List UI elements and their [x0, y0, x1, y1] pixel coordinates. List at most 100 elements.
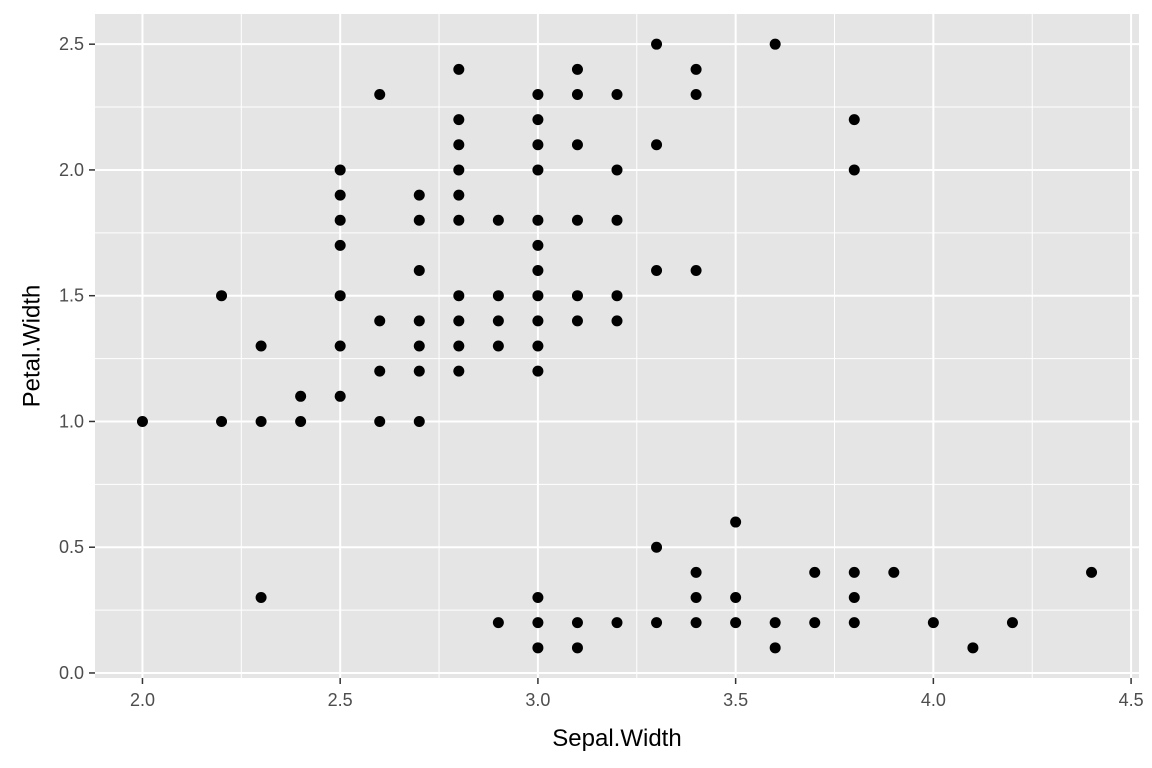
- data-point: [532, 265, 544, 277]
- data-point: [532, 642, 544, 654]
- x-tick-label: 3.0: [525, 690, 550, 710]
- data-point: [374, 315, 386, 327]
- data-point: [571, 88, 583, 100]
- data-point: [334, 214, 346, 226]
- data-point: [967, 642, 979, 654]
- data-point: [532, 315, 544, 327]
- data-point: [532, 365, 544, 377]
- data-point: [651, 541, 663, 553]
- data-point: [611, 290, 623, 302]
- data-point: [769, 38, 781, 50]
- data-point: [413, 340, 425, 352]
- data-point: [334, 340, 346, 352]
- data-point: [453, 214, 465, 226]
- data-point: [730, 516, 742, 528]
- data-point: [453, 139, 465, 151]
- data-point: [651, 265, 663, 277]
- x-tick-label: 4.0: [921, 690, 946, 710]
- data-point: [769, 617, 781, 629]
- data-point: [453, 340, 465, 352]
- data-point: [334, 290, 346, 302]
- data-point: [730, 592, 742, 604]
- data-point: [334, 189, 346, 201]
- data-point: [571, 139, 583, 151]
- data-point: [1006, 617, 1018, 629]
- data-point: [413, 315, 425, 327]
- x-tick-label: 3.5: [723, 690, 748, 710]
- x-axis-title: Sepal.Width: [552, 725, 681, 752]
- x-tick-label: 2.0: [130, 690, 155, 710]
- data-point: [690, 566, 702, 578]
- data-point: [413, 214, 425, 226]
- data-point: [532, 139, 544, 151]
- data-point: [492, 315, 504, 327]
- data-point: [611, 617, 623, 629]
- data-point: [136, 415, 148, 427]
- data-point: [848, 592, 860, 604]
- data-point: [571, 63, 583, 75]
- data-point: [216, 415, 228, 427]
- data-point: [532, 214, 544, 226]
- data-point: [809, 566, 821, 578]
- data-point: [492, 290, 504, 302]
- data-point: [888, 566, 900, 578]
- data-point: [690, 617, 702, 629]
- y-tick-label: 1.5: [59, 286, 84, 306]
- y-tick-label: 2.5: [59, 34, 84, 54]
- y-tick-label: 0.0: [59, 663, 84, 683]
- data-point: [571, 642, 583, 654]
- data-point: [690, 592, 702, 604]
- plot-panel: [95, 14, 1139, 678]
- data-point: [809, 617, 821, 629]
- data-point: [453, 290, 465, 302]
- data-point: [611, 214, 623, 226]
- data-points: [136, 38, 1098, 654]
- y-tick-label: 1.0: [59, 411, 84, 431]
- data-point: [611, 88, 623, 100]
- data-point: [334, 239, 346, 251]
- data-point: [571, 315, 583, 327]
- data-point: [532, 114, 544, 126]
- data-point: [532, 290, 544, 302]
- data-point: [255, 340, 267, 352]
- data-point: [413, 265, 425, 277]
- data-point: [532, 617, 544, 629]
- data-point: [374, 415, 386, 427]
- data-point: [571, 214, 583, 226]
- data-point: [255, 415, 267, 427]
- data-point: [927, 617, 939, 629]
- data-point: [532, 592, 544, 604]
- data-point: [453, 315, 465, 327]
- data-point: [611, 315, 623, 327]
- data-point: [453, 164, 465, 176]
- data-point: [651, 139, 663, 151]
- data-point: [690, 265, 702, 277]
- data-point: [453, 63, 465, 75]
- minor-gridlines: [95, 14, 1139, 678]
- data-point: [216, 290, 228, 302]
- y-tick-label: 2.0: [59, 160, 84, 180]
- data-point: [571, 290, 583, 302]
- data-point: [492, 214, 504, 226]
- data-point: [453, 189, 465, 201]
- data-point: [651, 617, 663, 629]
- data-point: [413, 365, 425, 377]
- data-point: [532, 340, 544, 352]
- data-point: [651, 38, 663, 50]
- data-point: [453, 365, 465, 377]
- data-point: [730, 617, 742, 629]
- data-point: [334, 164, 346, 176]
- data-point: [848, 114, 860, 126]
- y-tick-label: 0.5: [59, 537, 84, 557]
- data-point: [413, 415, 425, 427]
- data-point: [532, 164, 544, 176]
- data-point: [1086, 566, 1098, 578]
- x-tick-label: 2.5: [328, 690, 353, 710]
- data-point: [690, 88, 702, 100]
- data-point: [334, 390, 346, 402]
- data-point: [848, 164, 860, 176]
- data-point: [413, 189, 425, 201]
- data-point: [532, 88, 544, 100]
- data-point: [690, 63, 702, 75]
- data-point: [374, 88, 386, 100]
